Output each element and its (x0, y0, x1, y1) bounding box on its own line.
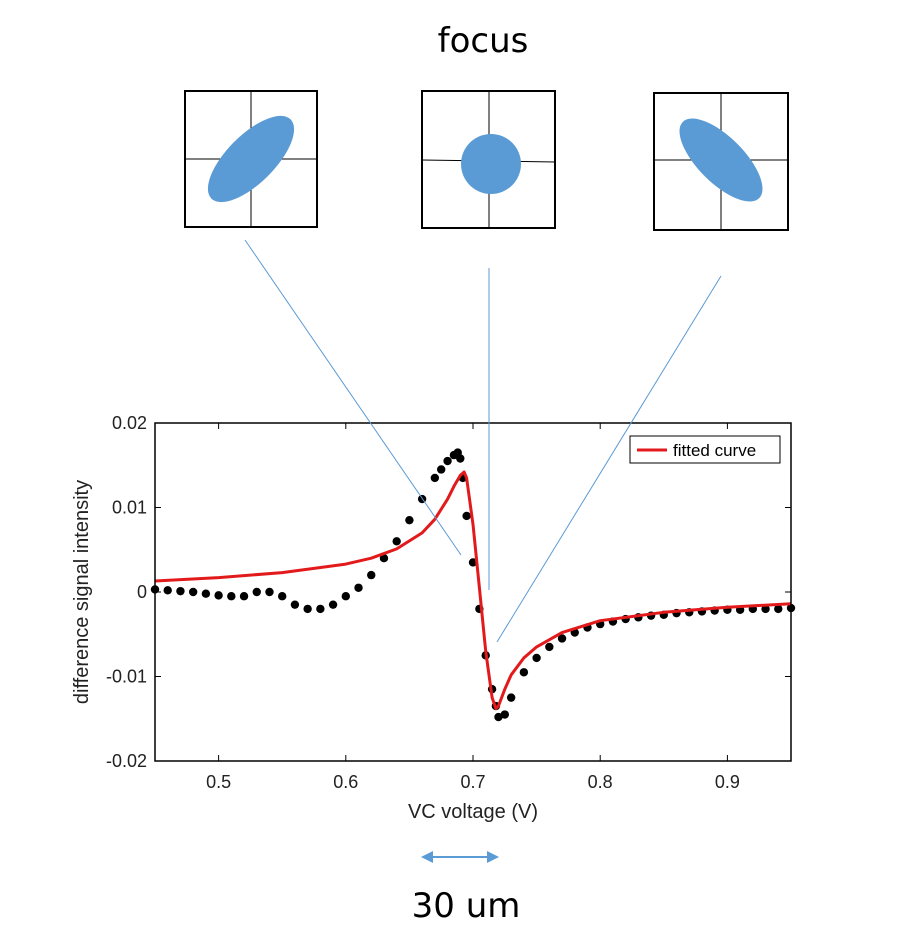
data-point (163, 586, 172, 595)
y-tick-label: -0.02 (106, 751, 147, 771)
y-tick-label: 0.01 (112, 498, 147, 518)
fitted-curve-line (154, 470, 792, 711)
data-point (239, 592, 249, 601)
data-point (188, 587, 198, 597)
scale-bar: 30 um (412, 851, 521, 926)
data-point (774, 604, 783, 614)
data-point (443, 456, 452, 466)
data-point (278, 592, 287, 601)
data-point (176, 586, 185, 596)
inset-tilted-ellipse-right (653, 92, 789, 231)
x-tick-label: 0.7 (460, 772, 485, 792)
focus-guide-lines (244, 239, 722, 643)
data-point (354, 583, 363, 592)
y-tick-label: 0 (137, 582, 147, 602)
tick-layer: 0.5 0.6 0.7 0.8 0.9 -0.02 -0.01 0 0.01 0.02 (106, 413, 791, 792)
data-point (316, 604, 325, 614)
data-point (761, 604, 770, 614)
guide-line-left (244, 239, 462, 556)
scale-bar-label: 30 um (412, 886, 521, 926)
data-point (214, 591, 223, 600)
data-point (519, 668, 529, 677)
data-point (430, 473, 440, 483)
legend: fitted curve (629, 435, 781, 464)
data-point (545, 642, 554, 652)
plot-area (155, 423, 791, 761)
inset-circle-center (421, 90, 556, 229)
data-point (328, 600, 338, 609)
y-axis-label: difference signal intensity (71, 480, 93, 704)
data-point (456, 454, 465, 463)
x-tick-label: 0.6 (333, 772, 358, 792)
data-point (405, 515, 414, 525)
beam-spot-ellipse (207, 115, 295, 203)
arrow-left-icon (421, 851, 433, 863)
data-point (265, 587, 274, 597)
data-point (303, 604, 312, 614)
data-point (468, 558, 478, 567)
legend-label: fitted curve (673, 441, 756, 460)
data-point (379, 554, 389, 563)
arrow-right-icon (487, 851, 499, 863)
data-point (500, 710, 509, 719)
data-point (532, 653, 541, 663)
data-point (506, 693, 516, 702)
data-point (437, 465, 446, 474)
y-tick-label: 0.02 (112, 413, 147, 433)
beam-spot-circle (461, 134, 521, 194)
data-point (290, 600, 300, 609)
data-point (341, 592, 350, 601)
y-tick-label: -0.01 (106, 667, 147, 687)
data-point (392, 537, 401, 546)
data-point (367, 570, 376, 580)
guide-line-right (496, 275, 722, 643)
data-point (252, 587, 261, 597)
data-point (462, 511, 471, 521)
inset-tilted-ellipse-left (184, 90, 318, 228)
chart-plot: 0.5 0.6 0.7 0.8 0.9 -0.02 -0.01 0 0.01 0.02 VC vo… (71, 413, 796, 823)
x-axis-label: VC voltage (V) (408, 801, 538, 823)
data-point (201, 589, 211, 598)
data-point (227, 592, 236, 601)
data-point (494, 712, 503, 722)
x-tick-label: 0.9 (715, 772, 740, 792)
x-tick-label: 0.8 (588, 772, 613, 792)
focus-title: focus (438, 21, 529, 61)
x-tick-label: 0.5 (206, 772, 231, 792)
beam-spot-ellipse (679, 118, 763, 202)
data-point (557, 634, 567, 643)
